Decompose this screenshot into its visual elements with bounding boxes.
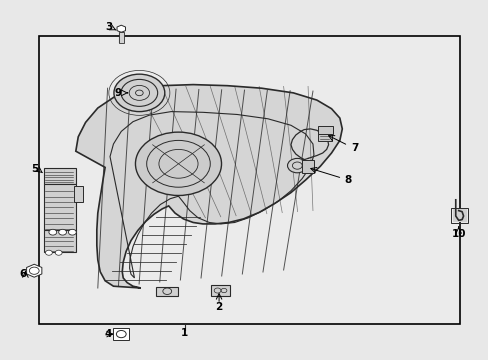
Text: 3: 3 xyxy=(105,22,112,32)
Text: 1: 1 xyxy=(181,328,188,338)
Bar xyxy=(302,160,314,173)
Bar xyxy=(44,184,76,230)
Bar xyxy=(317,134,331,141)
Bar xyxy=(156,287,178,296)
Bar xyxy=(113,328,129,340)
Text: 4: 4 xyxy=(104,329,112,339)
Polygon shape xyxy=(26,264,42,277)
Circle shape xyxy=(59,229,66,235)
Bar xyxy=(211,285,229,296)
Circle shape xyxy=(114,74,164,112)
Text: 10: 10 xyxy=(450,229,465,239)
Polygon shape xyxy=(76,85,342,288)
Text: 5: 5 xyxy=(32,164,39,174)
Circle shape xyxy=(287,158,306,173)
Bar xyxy=(450,208,468,223)
Text: 8: 8 xyxy=(344,175,351,185)
Text: 6: 6 xyxy=(20,269,27,279)
Circle shape xyxy=(68,229,76,235)
Bar xyxy=(74,186,83,202)
Bar xyxy=(44,168,76,184)
Text: 7: 7 xyxy=(350,143,358,153)
Text: 2: 2 xyxy=(215,302,222,312)
Circle shape xyxy=(135,132,221,195)
Bar xyxy=(44,230,76,252)
Bar xyxy=(39,36,459,324)
Bar xyxy=(317,126,332,134)
Text: 9: 9 xyxy=(115,88,122,98)
Polygon shape xyxy=(117,25,125,32)
Bar xyxy=(452,209,466,222)
Circle shape xyxy=(55,250,62,255)
Bar xyxy=(119,32,123,43)
Circle shape xyxy=(49,229,57,235)
Circle shape xyxy=(45,250,52,255)
